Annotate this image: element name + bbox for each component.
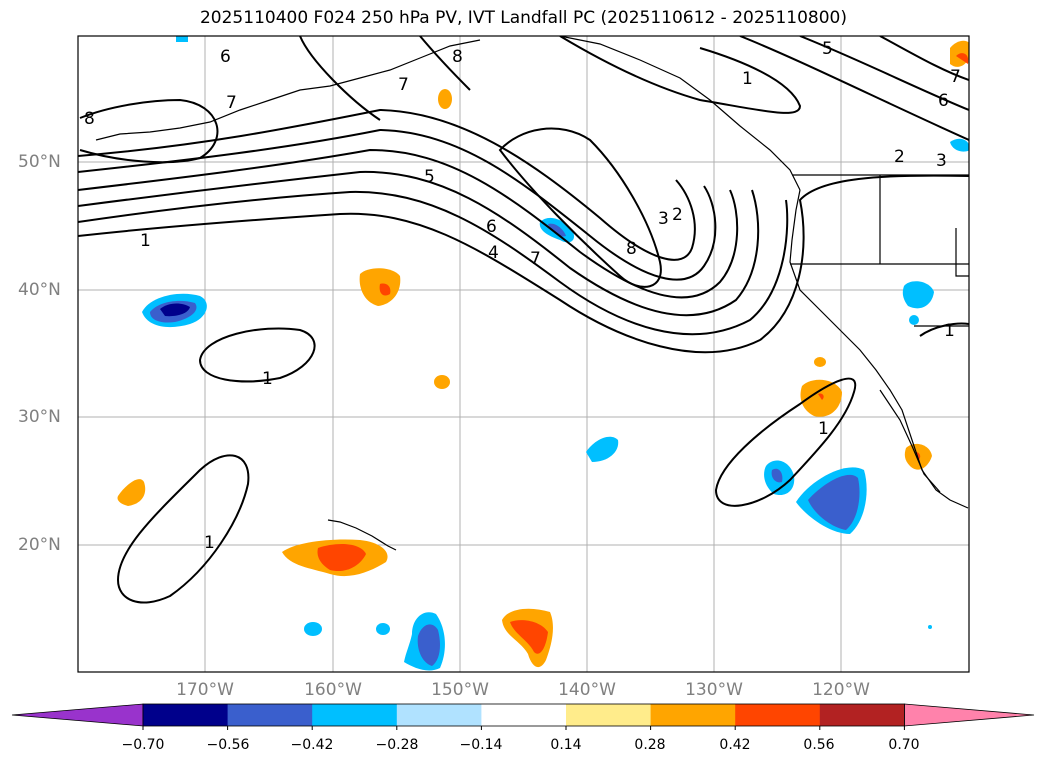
colorbar-bin [819,704,905,726]
colorbar-bin [650,704,736,726]
contour-label: 7 [950,67,961,87]
gridlines [78,36,969,672]
contour-label: 2 [672,205,683,225]
contour-label: 6 [938,91,949,111]
colorbar-bin [227,704,313,726]
contour-label: 5 [424,167,435,187]
contour-label: 1 [204,533,215,553]
lat-label: 50°N [18,152,61,172]
colorbar-bin [481,704,567,726]
colorbar-tick-label: −0.56 [206,737,250,753]
lat-label: 20°N [18,535,61,555]
colorbar-outline [142,703,905,727]
contour-label: 3 [936,151,947,171]
lon-label: 130°W [685,680,743,700]
lon-label: 140°W [558,680,616,700]
contour-label: 6 [220,47,231,67]
colorbar-bin [735,704,821,726]
colorbar [11,703,1035,730]
contour-label: 1 [262,369,273,389]
contour-label: 1 [944,321,955,341]
contour-label: 2 [894,147,905,167]
contour-label: 5 [822,39,833,59]
contour-label: 7 [530,249,541,269]
contour-label: 3 [658,209,669,229]
contour-label: 8 [452,47,463,67]
colorbar-tick-label: 0.56 [803,737,835,753]
contour-label: 8 [626,239,637,259]
colorbar-tick-label: 0.42 [719,737,751,753]
lon-label: 120°W [812,680,870,700]
colorbar-bin [143,704,229,726]
lat-label: 30°N [18,407,61,427]
ivt-shading [117,36,969,671]
colorbar-tick-label: 0.14 [550,737,582,753]
colorbar-bin [312,704,398,726]
colorbar-tick-label: −0.42 [290,737,334,753]
colorbar-tick-label: −0.14 [459,737,503,753]
colorbar-tick-label: 0.70 [888,737,920,753]
chart-title: 2025110400 F024 250 hPa PV, IVT Landfall… [199,8,847,28]
pv-contours [78,36,969,604]
colorbar-tick-label: −0.70 [121,737,165,753]
colorbar-tick-label: 0.28 [634,737,666,753]
colorbar-bin [396,704,482,726]
lon-label: 160°W [304,680,362,700]
contour-label: 6 [486,217,497,237]
plot-frame [77,35,970,673]
contour-label: 7 [398,75,409,95]
lat-label: 40°N [18,280,61,300]
contour-label: 1 [818,419,829,439]
colorbar-bin [904,703,1035,727]
colorbar-tick-label: −0.28 [375,737,419,753]
lon-label: 150°W [431,680,489,700]
contour-label: 4 [488,243,499,263]
contour-label: 1 [140,231,151,251]
colorbar-bin [566,704,652,726]
contour-label: 1 [742,69,753,89]
lon-label: 170°W [176,680,234,700]
contour-label: 8 [84,109,95,129]
contour-label: 7 [226,93,237,113]
contour-labels: 6 7 8 7 8 5 6 4 7 3 2 8 1 5 7 6 1 2 3 1 … [84,39,961,553]
colorbar-bin [11,703,144,727]
plot-area [78,36,969,672]
